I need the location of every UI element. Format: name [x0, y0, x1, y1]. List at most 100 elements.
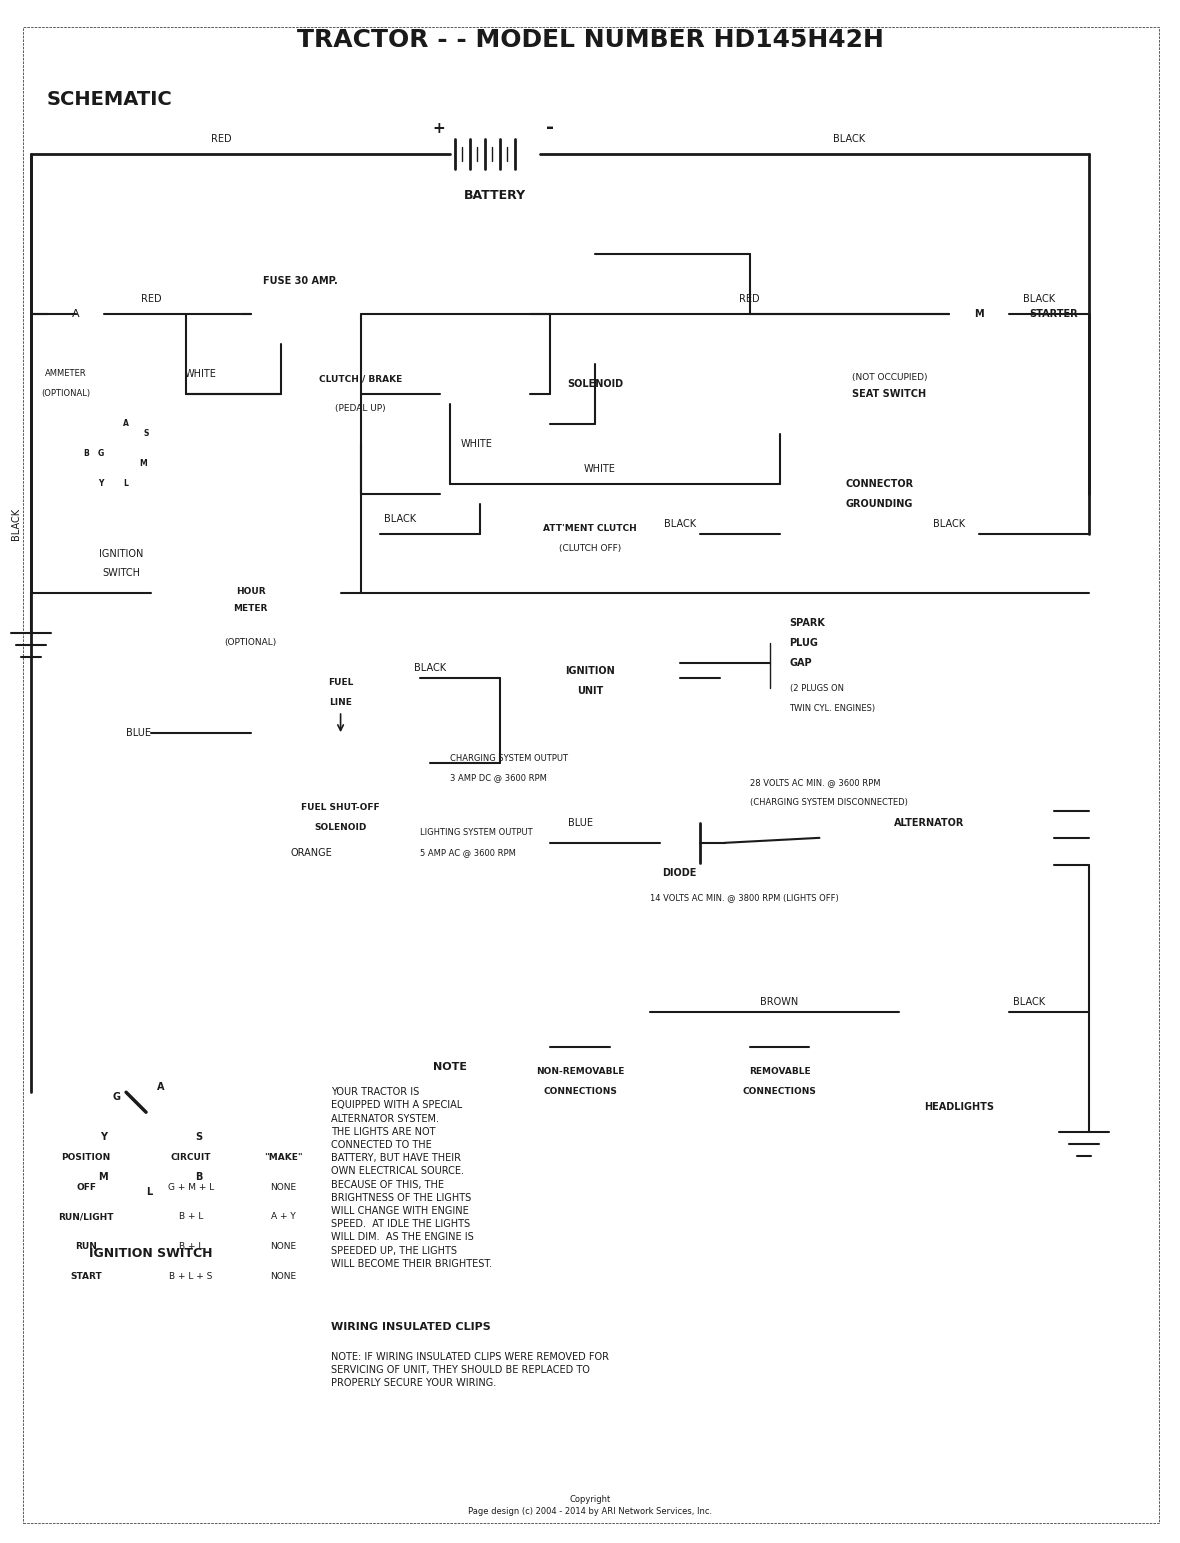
Text: Copyright
Page design (c) 2004 - 2014 by ARI Network Services, Inc.: Copyright Page design (c) 2004 - 2014 by… — [468, 1495, 712, 1517]
Text: NOTE: NOTE — [433, 1062, 467, 1072]
Circle shape — [807, 537, 821, 551]
Text: IGNITION SWITCH: IGNITION SWITCH — [90, 1247, 212, 1261]
Circle shape — [858, 537, 871, 551]
Text: (2 PLUGS ON: (2 PLUGS ON — [789, 684, 844, 693]
Text: NOTE: IF WIRING INSULATED CLIPS WERE REMOVED FOR
SERVICING OF UNIT, THEY SHOULD : NOTE: IF WIRING INSULATED CLIPS WERE REM… — [330, 1352, 609, 1389]
Circle shape — [309, 421, 322, 435]
Circle shape — [555, 343, 566, 355]
Text: NONE: NONE — [270, 1242, 296, 1251]
Text: RED: RED — [210, 134, 231, 145]
Text: BLACK: BLACK — [385, 514, 417, 523]
Text: CONNECTIONS: CONNECTIONS — [543, 1088, 617, 1096]
Circle shape — [1082, 830, 1096, 846]
Text: GROUNDING: GROUNDING — [846, 498, 913, 509]
Text: SEAT SWITCH: SEAT SWITCH — [852, 389, 926, 400]
Circle shape — [858, 427, 871, 441]
Text: CONNECTOR: CONNECTOR — [845, 478, 913, 489]
Text: BLACK: BLACK — [12, 508, 21, 540]
Circle shape — [399, 421, 413, 435]
Text: BROWN: BROWN — [760, 997, 799, 1008]
Text: HOUR: HOUR — [236, 586, 266, 596]
Bar — [241, 1231, 326, 1262]
Bar — [122, 1113, 156, 1133]
Text: BLACK: BLACK — [414, 663, 446, 673]
Text: SOLENOID: SOLENOID — [566, 380, 623, 389]
Bar — [142, 1262, 241, 1291]
Circle shape — [1082, 526, 1096, 540]
Text: WHITE: WHITE — [584, 464, 616, 474]
Bar — [241, 1202, 326, 1231]
Circle shape — [509, 548, 523, 563]
Text: S: S — [143, 429, 149, 438]
Text: BLACK: BLACK — [833, 134, 865, 145]
Circle shape — [563, 548, 577, 563]
Circle shape — [1082, 307, 1096, 321]
Text: G + M + L: G + M + L — [168, 1182, 214, 1191]
Bar — [251, 673, 431, 793]
Circle shape — [807, 427, 821, 441]
Text: SPARK: SPARK — [789, 619, 825, 628]
Text: LINE: LINE — [329, 697, 352, 707]
Bar — [32, 1231, 142, 1262]
Text: WHITE: WHITE — [185, 369, 217, 380]
Text: 28 VOLTS AC MIN. @ 3600 RPM: 28 VOLTS AC MIN. @ 3600 RPM — [749, 779, 880, 787]
Circle shape — [184, 591, 198, 605]
Circle shape — [401, 719, 419, 738]
Text: FUEL SHUT-OFF: FUEL SHUT-OFF — [301, 802, 380, 812]
Text: ATT'MENT CLUTCH: ATT'MENT CLUTCH — [543, 525, 637, 532]
Text: CLUTCH / BRAKE: CLUTCH / BRAKE — [319, 375, 402, 383]
Text: TWIN CYL. ENGINES): TWIN CYL. ENGINES) — [789, 704, 876, 713]
Circle shape — [1082, 858, 1096, 872]
Text: Y: Y — [98, 480, 104, 488]
Text: G: G — [112, 1092, 120, 1102]
Circle shape — [911, 1009, 948, 1045]
Circle shape — [1082, 1006, 1096, 1020]
Bar — [241, 1142, 326, 1173]
Bar — [81, 1177, 116, 1197]
Circle shape — [1045, 830, 1062, 846]
Bar — [122, 1177, 156, 1197]
Text: REMOVABLE: REMOVABLE — [749, 1068, 811, 1077]
Text: BLACK: BLACK — [933, 518, 965, 529]
Circle shape — [657, 548, 671, 563]
Text: (NOT OCCUPIED): (NOT OCCUPIED) — [852, 373, 927, 383]
Bar — [32, 1142, 142, 1173]
Text: (OPTIONAL): (OPTIONAL) — [41, 389, 91, 398]
Circle shape — [907, 427, 922, 441]
Bar — [171, 574, 330, 623]
Text: IGNITION: IGNITION — [565, 667, 615, 676]
Text: NONE: NONE — [270, 1273, 296, 1281]
Bar — [142, 1173, 241, 1202]
Bar — [166, 1177, 201, 1197]
Bar — [32, 1262, 142, 1291]
Circle shape — [907, 537, 922, 551]
Text: (PEDAL UP): (PEDAL UP) — [335, 404, 386, 414]
Text: FUSE 30 AMP.: FUSE 30 AMP. — [263, 276, 337, 285]
Text: +: + — [432, 120, 445, 136]
Text: B: B — [84, 449, 88, 458]
Bar — [32, 1173, 142, 1202]
Circle shape — [937, 537, 951, 551]
Circle shape — [971, 1040, 1007, 1075]
Polygon shape — [660, 829, 700, 858]
Text: Y: Y — [99, 1133, 106, 1142]
Bar — [241, 296, 361, 332]
Text: M: M — [139, 460, 148, 468]
Text: WHITE: WHITE — [460, 438, 492, 449]
Circle shape — [911, 1040, 948, 1075]
Text: CHARGING SYSTEM OUTPUT: CHARGING SYSTEM OUTPUT — [451, 753, 569, 762]
Text: G: G — [98, 449, 104, 458]
Text: L: L — [146, 1187, 152, 1197]
Circle shape — [57, 400, 186, 529]
Bar — [142, 1202, 241, 1231]
Text: NONE: NONE — [270, 1182, 296, 1191]
Circle shape — [303, 591, 317, 605]
Text: METER: METER — [234, 603, 268, 613]
Text: IGNITION: IGNITION — [99, 548, 143, 559]
Text: 5 AMP AC @ 3600 RPM: 5 AMP AC @ 3600 RPM — [420, 849, 517, 858]
Text: PLUG: PLUG — [789, 639, 819, 648]
Text: GAP: GAP — [789, 659, 812, 668]
Circle shape — [949, 284, 1009, 344]
Circle shape — [957, 427, 971, 441]
Bar — [281, 344, 440, 444]
